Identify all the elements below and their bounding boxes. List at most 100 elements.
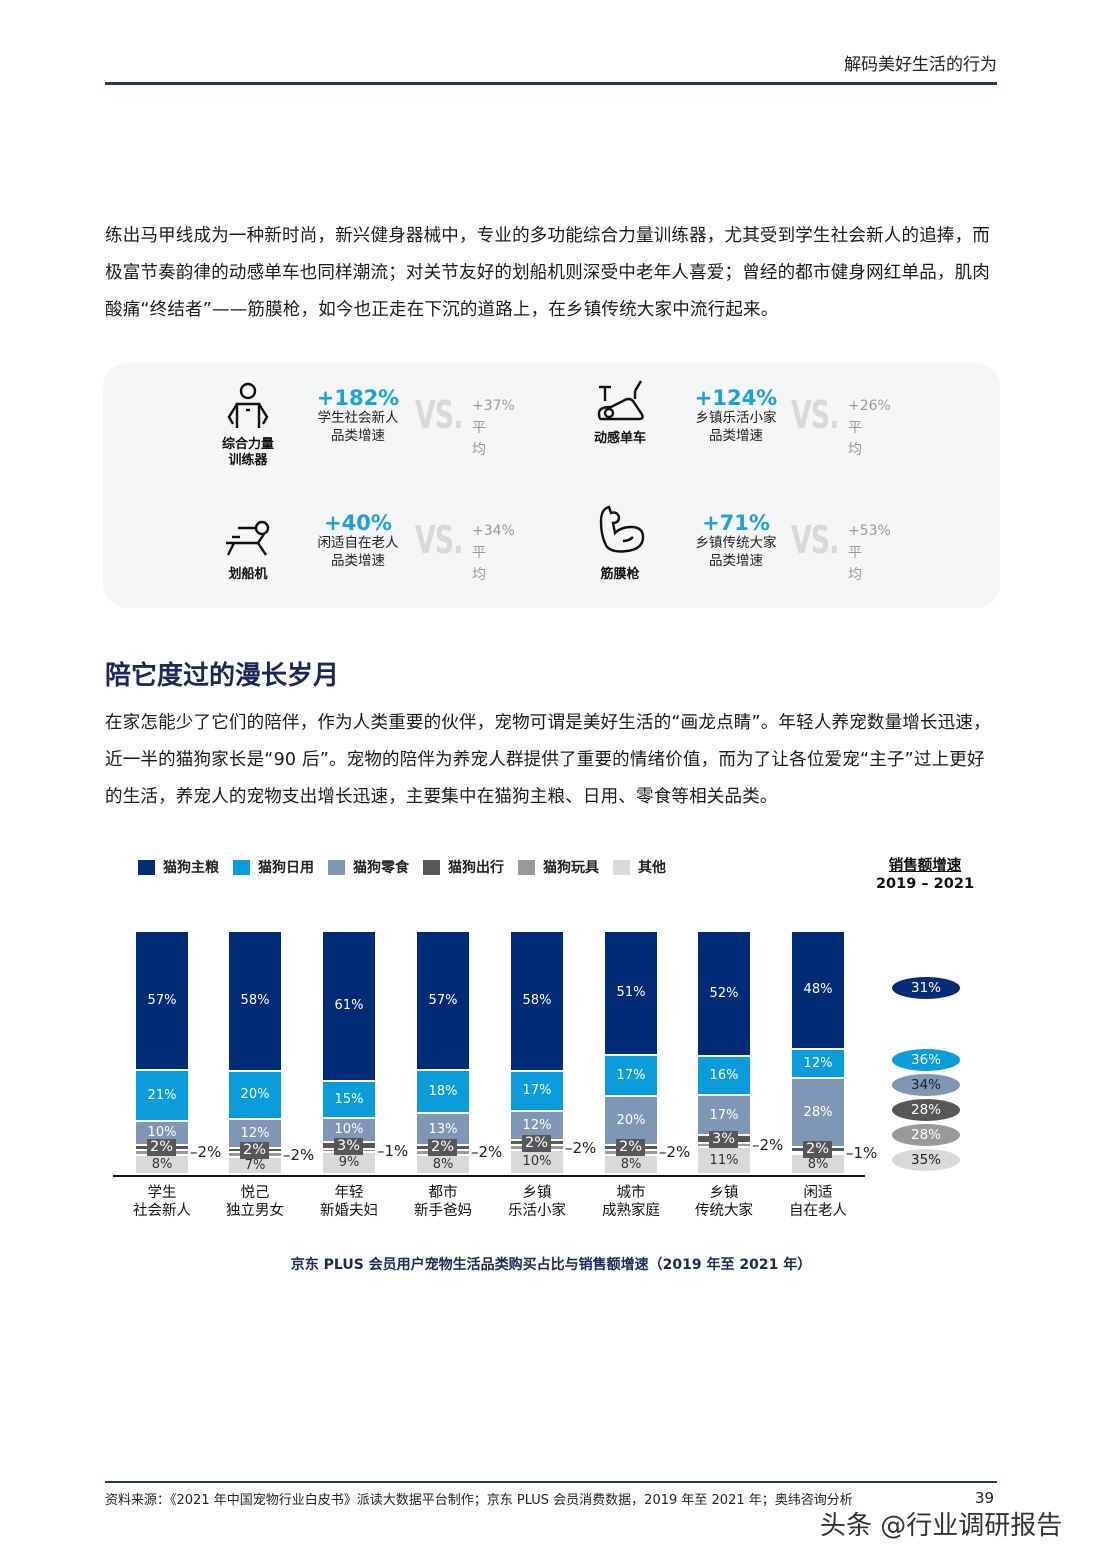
bar-segment: 58% xyxy=(229,932,281,1072)
stat-average: +53% xyxy=(848,523,891,539)
bar-segment: 52% xyxy=(698,932,750,1058)
bar-segment: 12% xyxy=(792,1049,844,1080)
bar-segment: 20% xyxy=(229,1071,281,1120)
legend-swatch xyxy=(328,859,345,875)
fitness-stats-panel: 综合力量 训练器 +182% 学生社会新人 品类增速 VS. +37% 平均 动… xyxy=(103,363,1000,608)
vs-label: VS. xyxy=(415,518,463,562)
category-label: 悦己 独立男女 xyxy=(226,1185,284,1219)
segment-label-outing: 3% xyxy=(709,1131,739,1149)
stat-segment: 闲适自在老人 xyxy=(317,535,399,551)
segment-label-toys: –1% xyxy=(377,1141,409,1160)
stacked-bar: 57% 18% 13% 8% xyxy=(417,932,469,1175)
bar-segment: 57% xyxy=(417,932,469,1071)
bar-segment: 58% xyxy=(511,932,563,1072)
legend-item: 猫狗出行 xyxy=(423,857,504,877)
stat-average: +34% xyxy=(472,523,515,539)
legend-swatch xyxy=(613,859,630,875)
segment-label-outing: 3% xyxy=(334,1137,364,1155)
growth-header-period: 2019 – 2021 xyxy=(875,876,975,892)
bar-segment: 48% xyxy=(792,932,844,1050)
legend-label: 其他 xyxy=(638,860,666,876)
section-title: 陪它度过的漫长岁月 xyxy=(105,661,340,691)
stacked-bar: 61% 15% 10% 9% xyxy=(323,932,375,1175)
stat-name: 划船机 xyxy=(228,567,268,582)
vs-label: VS. xyxy=(791,518,839,562)
legend-item: 猫狗零食 xyxy=(328,857,409,877)
x-axis xyxy=(113,1175,865,1177)
segment-label-outing: 2% xyxy=(522,1134,552,1152)
stat-sub: 品类增速 xyxy=(331,428,385,444)
segment-label-toys: –2% xyxy=(565,1138,597,1157)
stacked-bar: 52% 16% 17% 11% xyxy=(698,932,750,1175)
stat-segment: 学生社会新人 xyxy=(317,410,399,426)
legend-item: 其他 xyxy=(613,857,666,877)
stat-segment: 乡镇乐活小家 xyxy=(695,410,777,426)
segment-label-toys: –2% xyxy=(659,1143,691,1162)
growth-header-label: 销售额增速 xyxy=(888,858,962,874)
avg-label: 平均 xyxy=(472,545,486,583)
category-label: 闲适 自在老人 xyxy=(789,1185,847,1219)
bar-segment: 57% xyxy=(136,932,188,1071)
legend-label: 猫狗主粮 xyxy=(163,860,219,876)
category-label: 学生 社会新人 xyxy=(133,1185,191,1219)
segment-label-outing: 2% xyxy=(147,1139,177,1157)
legend-label: 猫狗零食 xyxy=(353,860,409,876)
intro-paragraph: 练出马甲线成为一种新时尚，新兴健身器械中，专业的多功能综合力量训练器，尤其受到学… xyxy=(105,226,990,320)
legend-swatch xyxy=(138,859,155,875)
stacked-bar: 51% 17% 20% 8% xyxy=(605,932,657,1175)
chart-caption: 京东 PLUS 会员用户宠物生活品类购买占比与销售额增速（2019 年至 202… xyxy=(290,1257,812,1273)
legend-swatch xyxy=(518,859,535,875)
legend-item: 猫狗日用 xyxy=(233,857,314,877)
header-title: 解码美好生活的行为 xyxy=(844,55,997,75)
legend-item: 猫狗主粮 xyxy=(138,857,219,877)
segment-label-outing: 2% xyxy=(240,1141,270,1159)
bar-segment: 9% xyxy=(323,1152,375,1175)
avg-label: 平均 xyxy=(472,420,486,458)
growth-rate-badge: 28% xyxy=(892,1124,960,1146)
stat-growth: +71% xyxy=(702,511,770,535)
segment-label-toys: –2% xyxy=(283,1145,315,1164)
segment-label-outing: 2% xyxy=(803,1141,833,1159)
legend-item: 猫狗玩具 xyxy=(518,857,599,877)
growth-header: 销售额增速 2019 – 2021 xyxy=(870,857,980,893)
spin-bike-icon xyxy=(591,377,651,429)
stacked-bar: 48% 12% 28% 8% xyxy=(792,932,844,1175)
stat-average: +26% xyxy=(848,398,891,414)
bar-segment: 17% xyxy=(511,1071,563,1113)
bar-segment: 8% xyxy=(136,1155,188,1175)
segment-label-toys: –2% xyxy=(471,1143,503,1162)
growth-rate-badge: 31% xyxy=(892,977,960,999)
stat-growth: +40% xyxy=(324,511,392,535)
bar-segment: 11% xyxy=(698,1148,750,1175)
bar-segment: 61% xyxy=(323,932,375,1082)
legend-swatch xyxy=(423,859,440,875)
segment-label-toys: –2% xyxy=(752,1136,784,1155)
stacked-bar: 58% 20% 12% 7% xyxy=(229,932,281,1175)
bar-segment: 15% xyxy=(323,1081,375,1119)
growth-rate-badge: 34% xyxy=(892,1074,960,1096)
vs-label: VS. xyxy=(791,393,839,437)
stacked-bar: 57% 21% 10% 8% xyxy=(136,932,188,1175)
legend-swatch xyxy=(233,859,250,875)
stat-sub: 品类增速 xyxy=(331,553,385,569)
legend-label: 猫狗玩具 xyxy=(543,860,599,876)
growth-rate-badge: 28% xyxy=(892,1099,960,1121)
stat-sub: 品类增速 xyxy=(709,553,763,569)
section-paragraph: 在家怎能少了它们的陪伴，作为人类重要的伙伴，宠物可谓是美好生活的“画龙点睛”。年… xyxy=(105,713,991,807)
flexed-arm-icon xyxy=(591,503,651,555)
bar-segment: 8% xyxy=(605,1155,657,1175)
segment-label-toys: –2% xyxy=(190,1143,222,1162)
segment-label-outing: 2% xyxy=(616,1139,646,1157)
category-label: 年轻 新婚夫妇 xyxy=(320,1185,378,1219)
bar-segment: 8% xyxy=(417,1155,469,1175)
growth-rate-badge: 35% xyxy=(892,1149,960,1171)
rowing-machine-icon xyxy=(218,515,278,567)
stat-average: +37% xyxy=(472,398,515,414)
watermark: 头条 @行业调研报告 xyxy=(820,1511,1063,1541)
stat-name: 筋膜枪 xyxy=(600,567,640,582)
bar-segment: 21% xyxy=(136,1070,188,1122)
category-label: 城市 成熟家庭 xyxy=(602,1185,660,1219)
page-number: 39 xyxy=(975,1489,995,1507)
legend-label: 猫狗日用 xyxy=(258,860,314,876)
bar-segment: 8% xyxy=(792,1155,844,1175)
